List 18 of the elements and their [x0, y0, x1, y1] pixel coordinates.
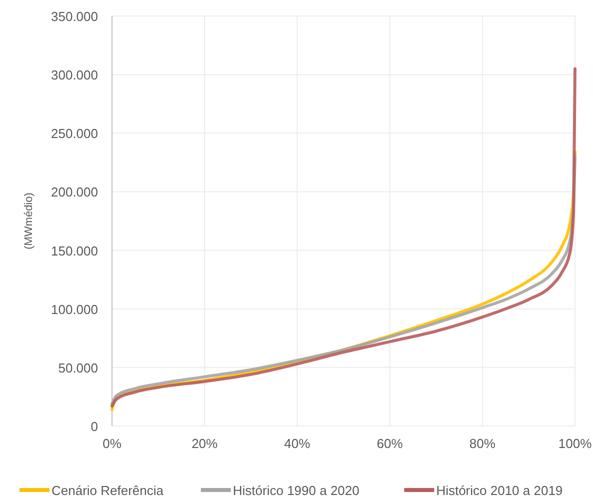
- y-tick-label: 250.000: [51, 126, 98, 142]
- legend-label: Histórico 1990 a 2020: [232, 483, 360, 498]
- y-tick-label: 350.000: [51, 9, 98, 24]
- x-tick-label: 100%: [558, 436, 592, 451]
- x-tick-label: 40%: [284, 436, 311, 451]
- legend-label: Histórico 2010 a 2019: [436, 483, 563, 498]
- y-tick-label: 150.000: [51, 243, 98, 258]
- y-tick-label: 200.000: [51, 184, 98, 200]
- legend-label: Cenário Referência: [52, 483, 164, 498]
- x-tick-label: 20%: [192, 436, 218, 451]
- y-tick-label: 0: [90, 419, 98, 434]
- x-tick-label: 60%: [376, 436, 404, 451]
- y-axis-title: (MWmédio): [23, 192, 35, 250]
- x-tick-label: 80%: [469, 436, 496, 451]
- x-tick-label: 0%: [102, 436, 122, 451]
- y-tick-label: 100.000: [51, 302, 98, 317]
- y-tick-label: 50.000: [58, 360, 98, 376]
- y-tick-label: 300.000: [51, 68, 98, 83]
